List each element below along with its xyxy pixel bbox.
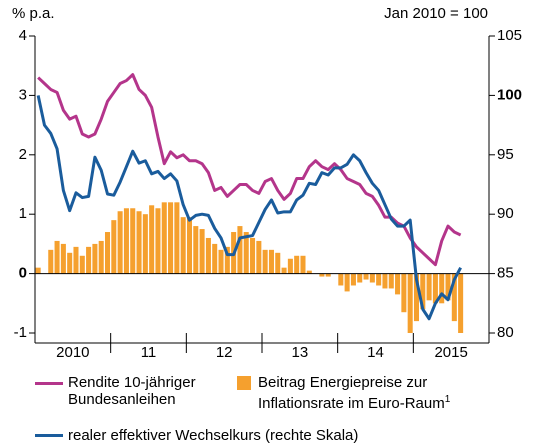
bar xyxy=(395,273,401,295)
y-tick-label: 0 xyxy=(19,265,27,282)
bar xyxy=(205,237,211,274)
bar xyxy=(451,273,457,322)
line-series xyxy=(36,95,462,321)
bar xyxy=(338,273,344,286)
bar xyxy=(281,267,287,274)
y2-axis-label: Jan 2010 = 100 xyxy=(384,5,488,22)
bar xyxy=(319,273,325,277)
bar xyxy=(174,202,180,274)
bar xyxy=(48,249,54,274)
bar xyxy=(445,273,451,301)
x-tick-label: 2015 xyxy=(434,344,467,361)
bar xyxy=(54,240,60,274)
bar xyxy=(186,217,193,274)
bar xyxy=(123,208,129,274)
y2-tick-label: 90 xyxy=(497,205,514,222)
bar xyxy=(92,243,98,274)
y2-tick-label: 100 xyxy=(497,86,522,103)
bar xyxy=(363,273,369,280)
y-tick-label: 4 xyxy=(19,27,27,44)
chart: % p.a. Jan 2010 = 100 -10123480859095100… xyxy=(12,5,522,361)
x-tick-label: 2010 xyxy=(56,344,89,361)
y2-tick-label: 80 xyxy=(497,324,514,341)
bar xyxy=(369,273,375,283)
bar xyxy=(432,273,438,304)
bar xyxy=(130,208,136,274)
legend-label: realer effektiver Wechselkurs (rechte Sk… xyxy=(68,427,359,444)
bar xyxy=(224,246,230,274)
bar xyxy=(300,255,306,274)
bar xyxy=(325,273,331,277)
bar xyxy=(111,220,117,274)
y-tick-label: 2 xyxy=(19,146,27,163)
bar xyxy=(350,273,356,286)
bar xyxy=(60,243,66,274)
bar xyxy=(344,273,350,292)
y2-tick-label: 105 xyxy=(497,27,522,44)
bar xyxy=(388,273,394,289)
bar xyxy=(67,252,73,274)
legend-swatch xyxy=(237,376,251,390)
bar xyxy=(193,226,199,274)
bar xyxy=(218,249,224,274)
bar xyxy=(268,249,274,274)
bar xyxy=(382,273,388,289)
y2-tick-label: 95 xyxy=(497,146,514,163)
bar xyxy=(287,258,293,274)
bar xyxy=(35,267,41,274)
bar xyxy=(79,255,85,274)
y-tick-label: -1 xyxy=(14,324,27,341)
legend-swatch xyxy=(35,382,63,385)
legend-entry: Beitrag Energiepreise zur Inflationsrate… xyxy=(258,374,478,412)
bar xyxy=(420,273,426,310)
legend-swatch xyxy=(35,434,63,437)
bar xyxy=(98,240,104,274)
legend-entry: Rendite 10-jähriger Bundesanleihen xyxy=(68,374,228,408)
bar xyxy=(136,211,142,274)
bar xyxy=(117,211,123,274)
bar xyxy=(104,232,111,274)
bar xyxy=(458,273,464,333)
bar xyxy=(407,273,413,333)
bar xyxy=(439,273,445,304)
x-tick-label: 11 xyxy=(141,344,157,361)
bar xyxy=(237,226,243,274)
bar xyxy=(376,273,382,286)
bar xyxy=(149,205,155,274)
bar xyxy=(426,273,432,301)
x-tick-label: 13 xyxy=(291,344,308,361)
bar xyxy=(73,246,79,274)
bar xyxy=(413,273,420,322)
bar xyxy=(180,217,186,274)
bar xyxy=(256,240,262,274)
bar xyxy=(243,232,249,274)
legend-entry: realer effektiver Wechselkurs (rechte Sk… xyxy=(68,427,468,444)
bar xyxy=(294,255,300,274)
bar xyxy=(250,237,256,274)
bar xyxy=(86,246,92,274)
x-tick-label: 12 xyxy=(216,344,233,361)
y2-tick-label: 85 xyxy=(497,265,514,282)
bar xyxy=(306,270,312,274)
y-tick-label: 1 xyxy=(19,205,27,222)
bar xyxy=(142,214,148,274)
bar xyxy=(212,243,218,274)
bar xyxy=(199,229,205,274)
bar xyxy=(168,202,174,274)
bar xyxy=(357,273,363,283)
footnote-marker: 1 xyxy=(444,394,451,405)
y-tick-label: 3 xyxy=(19,86,27,103)
legend-label: Beitrag Energiepreise zur Inflationsrate… xyxy=(258,374,445,412)
bar xyxy=(262,249,268,274)
bar xyxy=(155,208,161,274)
bar xyxy=(275,252,281,274)
bar xyxy=(161,202,167,274)
y-axis-label: % p.a. xyxy=(12,5,55,22)
bar xyxy=(401,273,407,313)
legend-label: Rendite 10-jähriger Bundesanleihen xyxy=(68,374,196,408)
x-tick-label: 14 xyxy=(367,344,384,361)
